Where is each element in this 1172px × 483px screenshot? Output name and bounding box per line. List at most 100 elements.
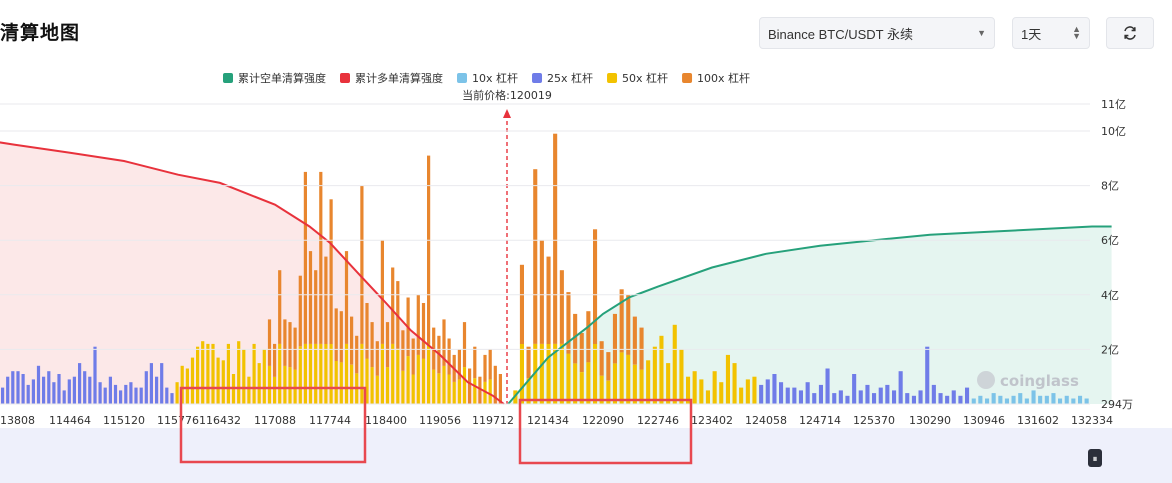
short-bar-25x: [845, 395, 850, 404]
long-bar-100x: [468, 368, 472, 404]
x-tick-label: 121434: [527, 414, 569, 427]
long-bar-25x: [93, 346, 97, 404]
short-bar-50x: [712, 371, 717, 404]
short-bar-25x: [812, 393, 817, 404]
timeframe-select[interactable]: 1天 ▲ ▼: [1012, 17, 1090, 49]
short-bar-50x: [639, 369, 644, 404]
long-bar-50x: [278, 343, 282, 404]
short-bar-25x: [911, 395, 916, 404]
short-bar-50x: [699, 379, 704, 404]
long-bar-50x: [196, 346, 200, 404]
short-bar-50x: [626, 354, 631, 404]
long-bar-100x: [375, 341, 379, 376]
legend-swatch: [532, 73, 543, 83]
short-bar-100x: [546, 256, 551, 344]
short-bar-10x: [1071, 398, 1076, 404]
short-bar-50x: [619, 352, 624, 404]
long-bar-50x: [226, 343, 230, 404]
long-cumulative-area: [0, 142, 504, 404]
short-bar-25x: [865, 384, 870, 404]
long-bar-50x: [421, 358, 426, 404]
long-bar-50x: [288, 367, 292, 404]
short-bar-50x: [519, 343, 524, 404]
legend-label: 50x 杠杆: [622, 71, 668, 85]
short-bar-50x: [666, 363, 671, 405]
long-bar-100x: [385, 322, 390, 368]
long-bar-100x: [411, 338, 415, 375]
long-bar-25x: [83, 371, 87, 404]
short-bar-50x: [606, 380, 611, 404]
long-bar-100x: [498, 374, 502, 404]
long-bar-50x: [442, 365, 446, 404]
long-bar-50x: [237, 341, 241, 404]
short-bar-50x: [559, 343, 564, 404]
long-bar-100x: [324, 256, 328, 344]
short-bar-25x: [945, 395, 950, 404]
long-bar-100x: [288, 322, 292, 368]
short-bar-25x: [965, 387, 970, 404]
short-bar-50x: [513, 390, 518, 405]
long-bar-50x: [370, 367, 374, 404]
long-bar-100x: [442, 319, 446, 366]
short-bar-50x: [739, 387, 744, 404]
long-bar-25x: [72, 376, 76, 404]
long-bar-50x: [344, 343, 349, 404]
short-bar-10x: [971, 398, 976, 404]
short-bar-25x: [772, 374, 777, 404]
long-bar-100x: [339, 311, 343, 363]
x-tick-label: 114464: [49, 414, 91, 427]
legend-label: 10x 杠杆: [472, 71, 518, 85]
exchange-select-value: Binance BTC/USDT 永续: [768, 26, 913, 42]
long-bar-50x: [298, 346, 302, 404]
x-tick-label: 132334: [1071, 414, 1113, 427]
short-bar-100x: [553, 133, 558, 344]
short-bar-10x: [1004, 398, 1009, 404]
short-bar-25x: [765, 379, 770, 404]
short-bar-100x: [632, 316, 637, 365]
exchange-select[interactable]: Binance BTC/USDT 永续 ▼: [759, 17, 995, 49]
short-bar-100x: [593, 229, 598, 344]
short-bar-50x: [686, 376, 691, 404]
short-bar-50x: [705, 390, 710, 405]
legend-swatch: [340, 73, 350, 83]
long-bar-50x: [303, 343, 307, 404]
long-bar-50x: [314, 343, 318, 404]
short-bar-100x: [619, 289, 624, 353]
long-bar-50x: [385, 367, 390, 404]
long-bar-50x: [339, 362, 343, 404]
long-bar-25x: [113, 384, 118, 404]
long-bar-100x: [401, 330, 405, 371]
long-bar-25x: [103, 387, 107, 404]
short-bar-50x: [546, 343, 551, 404]
short-bar-50x: [725, 354, 730, 404]
legend-label: 累计多单清算强度: [355, 71, 443, 85]
x-tick-label: 122090: [582, 414, 624, 427]
refresh-button[interactable]: [1106, 17, 1154, 49]
short-bar-10x: [991, 393, 996, 404]
long-bar-25x: [42, 376, 46, 404]
long-bar-25x: [160, 363, 164, 405]
x-tick-label: 124058: [745, 414, 787, 427]
short-cumulative-area: [508, 226, 1112, 404]
long-bar-25x: [98, 382, 102, 404]
long-bar-50x: [308, 343, 313, 404]
long-bar-100x: [278, 270, 282, 344]
short-bar-50x: [526, 378, 531, 404]
short-bar-25x: [805, 382, 810, 404]
short-bar-10x: [978, 395, 983, 404]
long-bar-25x: [108, 376, 112, 404]
long-bar-100x: [314, 270, 318, 344]
long-bar-25x: [62, 390, 66, 405]
long-bar-100x: [355, 335, 359, 374]
long-bar-50x: [201, 341, 205, 404]
long-bar-50x: [273, 377, 277, 404]
y-tick-label: 6亿: [1101, 234, 1119, 247]
long-bar-25x: [16, 371, 20, 404]
legend-label: 100x 杠杆: [697, 71, 750, 85]
long-bar-50x: [319, 343, 323, 404]
x-tick-label: 115776: [157, 414, 199, 427]
long-cumulative-line: [0, 141, 505, 405]
short-bar-10x: [1018, 393, 1023, 404]
x-tick-label: 119712: [472, 414, 514, 427]
short-bar-25x: [931, 384, 936, 404]
